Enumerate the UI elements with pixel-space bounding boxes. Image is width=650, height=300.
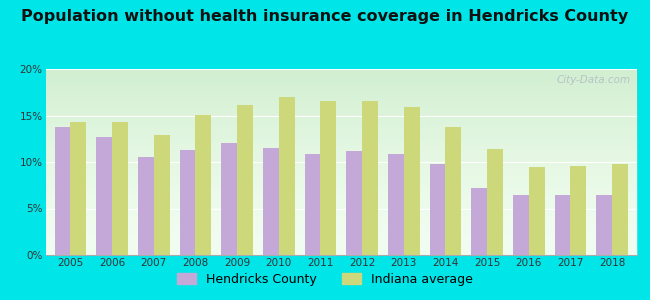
Bar (362, 100, 378, 255)
Bar (320, 100, 336, 255)
Bar (596, 194, 612, 255)
Bar (388, 154, 404, 255)
Bar (263, 148, 279, 255)
Text: Population without health insurance coverage in Hendricks County: Population without health insurance cove… (21, 9, 629, 24)
Bar (305, 154, 320, 255)
Bar (513, 194, 528, 255)
Bar (55, 127, 70, 255)
Bar (528, 167, 545, 255)
Bar (612, 164, 628, 255)
Bar (138, 157, 154, 255)
Bar (237, 105, 253, 255)
Bar (279, 97, 294, 255)
Bar (404, 107, 419, 255)
Bar (154, 135, 170, 255)
Legend: Hendricks County, Indiana average: Hendricks County, Indiana average (172, 268, 478, 291)
Bar (430, 164, 445, 255)
Bar (112, 122, 128, 255)
Bar (487, 149, 503, 255)
Bar (221, 143, 237, 255)
Bar (445, 127, 462, 255)
Bar (70, 122, 86, 255)
Bar (96, 137, 112, 255)
Bar (554, 194, 570, 255)
Bar (570, 166, 586, 255)
Bar (179, 150, 196, 255)
Bar (471, 188, 487, 255)
Bar (346, 151, 362, 255)
Text: City-Data.com: City-Data.com (557, 75, 631, 85)
Bar (196, 115, 211, 255)
